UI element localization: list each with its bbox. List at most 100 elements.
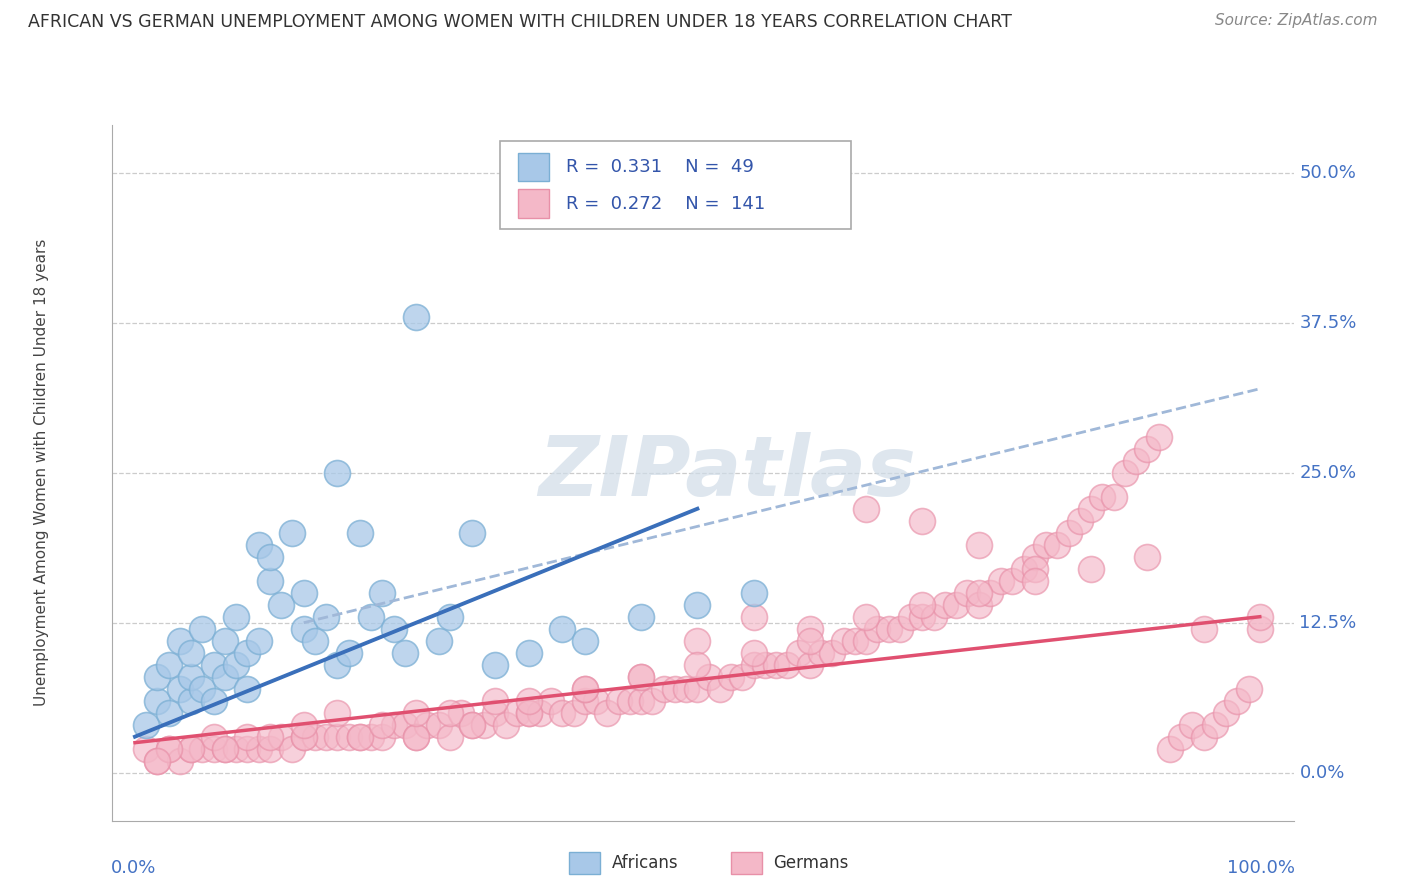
Text: 0.0%: 0.0% <box>1299 764 1344 781</box>
Point <box>461 525 484 540</box>
Point <box>450 706 472 720</box>
Point <box>607 694 630 708</box>
Point <box>585 694 607 708</box>
Point <box>551 706 574 720</box>
Point <box>259 741 281 756</box>
Point <box>540 694 562 708</box>
Text: ZIPatlas: ZIPatlas <box>537 433 915 513</box>
Point <box>439 730 461 744</box>
Point <box>889 622 911 636</box>
Point <box>1136 442 1159 456</box>
Point <box>225 741 247 756</box>
Point <box>1136 549 1159 564</box>
Point <box>405 730 427 744</box>
Point <box>900 609 922 624</box>
Text: R =  0.331    N =  49: R = 0.331 N = 49 <box>567 158 754 176</box>
Point <box>157 741 180 756</box>
Point <box>236 741 259 756</box>
Point <box>1024 562 1046 576</box>
Point <box>202 657 225 672</box>
Point <box>821 646 844 660</box>
Point <box>495 717 517 731</box>
Text: AFRICAN VS GERMAN UNEMPLOYMENT AMONG WOMEN WITH CHILDREN UNDER 18 YEARS CORRELAT: AFRICAN VS GERMAN UNEMPLOYMENT AMONG WOM… <box>28 13 1012 31</box>
Point <box>281 741 304 756</box>
Point <box>799 633 821 648</box>
Point <box>517 706 540 720</box>
Point <box>427 633 450 648</box>
Point <box>1102 490 1125 504</box>
Point <box>427 717 450 731</box>
Point <box>405 730 427 744</box>
Point <box>574 681 596 696</box>
Point <box>911 514 934 528</box>
Point <box>157 706 180 720</box>
Point <box>967 598 990 612</box>
Point <box>630 670 652 684</box>
Point <box>326 466 349 480</box>
Point <box>225 609 247 624</box>
Text: Africans: Africans <box>612 855 678 872</box>
Point <box>1114 466 1136 480</box>
Point <box>484 706 506 720</box>
Point <box>1046 538 1069 552</box>
Point <box>517 706 540 720</box>
Point <box>191 681 214 696</box>
Point <box>214 633 236 648</box>
Point <box>405 310 427 324</box>
Point <box>484 694 506 708</box>
Point <box>630 694 652 708</box>
Point <box>292 730 315 744</box>
Point <box>292 730 315 744</box>
Point <box>461 717 484 731</box>
Point <box>1237 681 1260 696</box>
Point <box>529 706 551 720</box>
Point <box>956 585 979 599</box>
Point <box>371 730 394 744</box>
Point <box>202 730 225 744</box>
Point <box>686 657 709 672</box>
Point <box>315 609 337 624</box>
Point <box>1012 562 1035 576</box>
Point <box>619 694 641 708</box>
Point <box>810 646 832 660</box>
Point <box>281 525 304 540</box>
Text: Germans: Germans <box>773 855 849 872</box>
Point <box>360 730 382 744</box>
Point <box>1057 525 1080 540</box>
Point <box>967 585 990 599</box>
Point <box>349 730 371 744</box>
Point <box>574 681 596 696</box>
Point <box>326 730 349 744</box>
Point <box>742 609 765 624</box>
Point <box>394 717 416 731</box>
Point <box>146 670 169 684</box>
Point <box>225 657 247 672</box>
Point <box>202 741 225 756</box>
Point <box>731 670 754 684</box>
Point <box>304 633 326 648</box>
Point <box>236 730 259 744</box>
Point <box>259 549 281 564</box>
Point <box>180 741 202 756</box>
Point <box>326 657 349 672</box>
Point <box>877 622 900 636</box>
Point <box>135 741 157 756</box>
Point <box>697 670 720 684</box>
Point <box>1001 574 1024 588</box>
Point <box>292 717 315 731</box>
Point <box>686 633 709 648</box>
Point <box>686 598 709 612</box>
Point <box>146 754 169 768</box>
Point <box>799 622 821 636</box>
Point <box>1080 501 1102 516</box>
Point <box>1192 730 1215 744</box>
Point <box>270 730 292 744</box>
Point <box>855 609 877 624</box>
Point <box>259 574 281 588</box>
Text: 37.5%: 37.5% <box>1299 314 1357 332</box>
Point <box>1181 717 1204 731</box>
Point <box>214 741 236 756</box>
Text: R =  0.272    N =  141: R = 0.272 N = 141 <box>567 194 765 212</box>
Point <box>349 525 371 540</box>
Point <box>382 717 405 731</box>
